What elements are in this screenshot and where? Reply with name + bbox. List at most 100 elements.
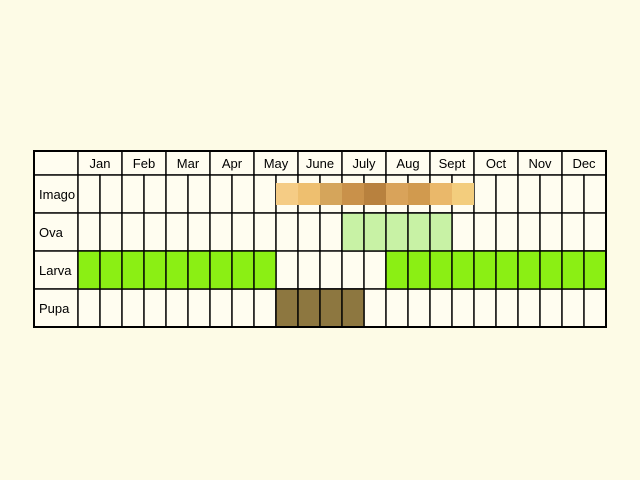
row-label-imago: Imago <box>39 187 75 202</box>
ova-period-mark <box>385 212 409 252</box>
imago-period-mark <box>342 183 364 205</box>
grid-cell <box>165 174 189 214</box>
ova-period-mark <box>341 212 365 252</box>
month-label: Oct <box>486 156 507 171</box>
larva-period-mark <box>517 250 541 290</box>
month-label: Jan <box>90 156 111 171</box>
larva-period-mark <box>99 250 123 290</box>
imago-period-mark <box>430 183 452 205</box>
imago-period-mark <box>276 183 298 205</box>
grid-cell <box>187 212 211 252</box>
grid-cell <box>319 250 343 290</box>
grid-cell <box>539 288 563 328</box>
grid-cell <box>253 212 277 252</box>
grid-cell <box>253 288 277 328</box>
row-label-larva: Larva <box>39 263 72 278</box>
larva-period-mark <box>561 250 585 290</box>
larva-period-mark <box>253 250 277 290</box>
ova-period-mark <box>429 212 453 252</box>
grid-cell <box>583 174 607 214</box>
grid-cell <box>231 212 255 252</box>
larva-period-mark <box>495 250 519 290</box>
month-header-cell <box>561 150 607 176</box>
grid-cell <box>209 174 233 214</box>
grid-cell <box>539 212 563 252</box>
month-label: June <box>306 156 334 171</box>
grid-cell <box>187 288 211 328</box>
grid-cell <box>121 288 145 328</box>
larva-period-mark <box>385 250 409 290</box>
ova-period-mark <box>363 212 387 252</box>
pupa-period-mark <box>341 288 365 328</box>
grid-cell <box>99 174 123 214</box>
month-label: Nov <box>528 156 552 171</box>
month-label: Feb <box>133 156 155 171</box>
grid-cell <box>77 288 101 328</box>
grid-cell <box>495 212 519 252</box>
grid-cell <box>165 212 189 252</box>
row-label-pupa: Pupa <box>39 301 70 316</box>
imago-period-mark <box>452 183 474 205</box>
grid-cell <box>517 212 541 252</box>
grid-cell <box>363 288 387 328</box>
grid-cell <box>297 250 321 290</box>
grid-cell <box>385 288 409 328</box>
grid-cell <box>99 212 123 252</box>
grid-cell <box>495 174 519 214</box>
grid-cell <box>363 250 387 290</box>
grid-cell <box>253 174 277 214</box>
month-label: Mar <box>177 156 200 171</box>
larva-period-mark <box>231 250 255 290</box>
grid-cell <box>209 212 233 252</box>
larva-period-mark <box>209 250 233 290</box>
larva-period-mark <box>187 250 211 290</box>
pupa-period-mark <box>297 288 321 328</box>
pupa-period-mark <box>275 288 299 328</box>
grid-cell <box>583 212 607 252</box>
grid-cell <box>407 288 431 328</box>
grid-cell <box>209 288 233 328</box>
grid-cell <box>77 174 101 214</box>
grid-cell <box>561 174 585 214</box>
larva-period-mark <box>121 250 145 290</box>
grid-cell <box>77 212 101 252</box>
month-label: Aug <box>396 156 419 171</box>
grid-cell <box>473 174 497 214</box>
larva-period-mark <box>143 250 167 290</box>
larva-period-mark <box>429 250 453 290</box>
month-header-cell <box>385 150 431 176</box>
grid-cell <box>275 250 299 290</box>
header-corner-cell <box>33 150 79 176</box>
grid-cell <box>451 288 475 328</box>
month-header-cell <box>473 150 519 176</box>
grid-cell <box>99 288 123 328</box>
grid-cell <box>187 174 211 214</box>
grid-cell <box>429 288 453 328</box>
month-label: Dec <box>572 156 596 171</box>
larva-period-mark <box>407 250 431 290</box>
grid-cell <box>121 212 145 252</box>
grid-cell <box>539 174 563 214</box>
grid-cell <box>561 212 585 252</box>
ova-period-mark <box>407 212 431 252</box>
grid-cell <box>165 288 189 328</box>
grid-cell <box>517 288 541 328</box>
grid-cell <box>143 212 167 252</box>
imago-period-mark <box>386 183 408 205</box>
larva-period-mark <box>583 250 607 290</box>
imago-period-mark <box>408 183 430 205</box>
grid-cell <box>231 288 255 328</box>
larva-period-mark <box>165 250 189 290</box>
grid-cell <box>561 288 585 328</box>
grid-cell <box>473 288 497 328</box>
grid-cell <box>495 288 519 328</box>
grid-cell <box>231 174 255 214</box>
row-label-cell <box>33 250 79 290</box>
month-label: Apr <box>222 156 243 171</box>
imago-period-mark <box>320 183 342 205</box>
grid-cell <box>143 288 167 328</box>
calendar-border <box>33 150 607 328</box>
row-label-ova: Ova <box>39 225 64 240</box>
month-label: Sept <box>439 156 466 171</box>
grid-cell <box>451 212 475 252</box>
